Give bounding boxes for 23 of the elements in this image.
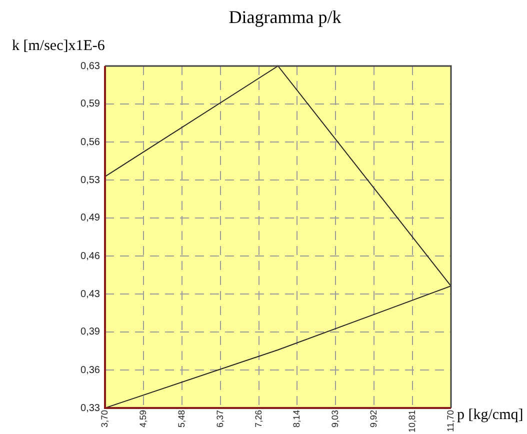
y-tick-label: 0,33	[80, 402, 100, 414]
y-tick-label: 0,46	[80, 250, 100, 262]
x-tick-label: 4,59	[138, 410, 148, 428]
y-tick-label: 0,49	[80, 212, 100, 224]
y-tick-label: 0,63	[80, 60, 100, 72]
x-tick-label: 9,92	[368, 410, 379, 428]
x-tick-label: 9,03	[330, 410, 340, 428]
x-tick-label: 11,70	[445, 410, 456, 432]
y-tick-label: 0,59	[80, 98, 100, 110]
y-tick-label: 0,36	[80, 364, 100, 376]
y-tick-label: 0,43	[80, 288, 100, 300]
y-tick-label: 0,56	[80, 136, 100, 148]
y-tick-label: 0,53	[80, 174, 100, 186]
chart-title: Diagramma p/k	[228, 7, 342, 28]
x-tick-label: 6,37	[214, 410, 225, 428]
y-tick-label: 0,39	[80, 326, 100, 338]
x-tick-label: 7,26	[253, 410, 264, 428]
x-axis-title: p [kg/cmq]	[457, 407, 524, 424]
x-tick-label: 5,48	[176, 410, 186, 428]
x-tick-label: 3,70	[99, 410, 110, 428]
x-tick-label: 10,81	[407, 410, 418, 433]
y-axis-title: k [m/sec]x1E-6	[12, 38, 105, 55]
x-tick-label: 8,14	[292, 410, 302, 428]
